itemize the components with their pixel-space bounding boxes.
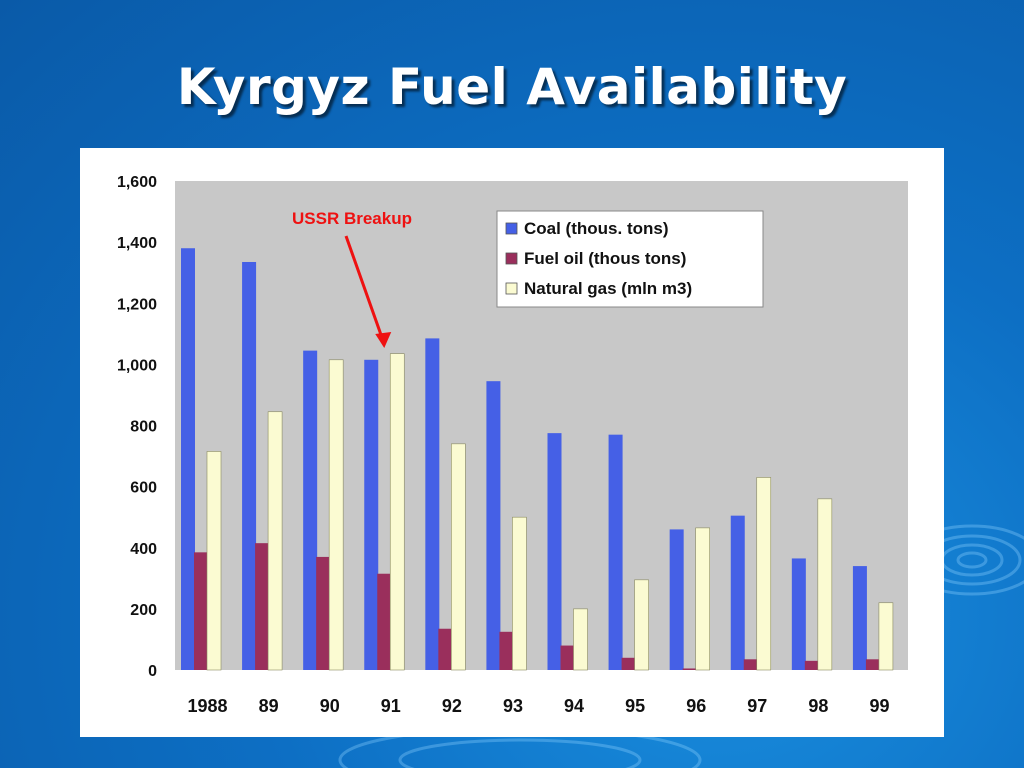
x-category-label: 97 <box>747 696 767 716</box>
bar-coal <box>791 558 806 670</box>
x-category-label: 93 <box>503 696 523 716</box>
legend-entry-label: Coal (thous. tons) <box>524 219 668 238</box>
y-tick-label: 200 <box>130 602 157 619</box>
bar-coal <box>303 350 318 670</box>
y-tick-label: 600 <box>130 480 157 497</box>
bar-coal <box>181 248 195 671</box>
x-category-label: 98 <box>808 696 828 716</box>
bar-coal <box>425 338 440 670</box>
y-tick-label: 400 <box>130 541 157 558</box>
bar-natural-gas <box>328 359 344 671</box>
x-category-label: 92 <box>442 696 462 716</box>
x-category-label: 95 <box>625 696 645 716</box>
bar-fuel-oil <box>804 660 819 670</box>
x-category-label: 89 <box>259 696 279 716</box>
bar-natural-gas <box>267 411 283 671</box>
x-category-label: 99 <box>869 696 889 716</box>
x-category-label: 90 <box>320 696 340 716</box>
bar-fuel-oil <box>865 659 880 670</box>
bar-coal <box>730 515 745 670</box>
bar-natural-gas <box>878 602 894 671</box>
bar-fuel-oil <box>499 631 514 670</box>
bar-natural-gas <box>573 608 588 671</box>
x-category-label: 1988 <box>188 696 228 716</box>
annotation-arrow-line <box>344 235 386 345</box>
bar-coal <box>669 529 684 670</box>
x-category-label: 94 <box>564 696 584 716</box>
bar-fuel-oil <box>621 657 636 670</box>
bar-fuel-oil <box>560 645 575 670</box>
chart-panel: 0 200 400 600 800 1,000 1,200 1,400 1,600 1988 89 9… <box>80 148 944 737</box>
legend-entry-label: Natural gas (mln m3) <box>524 279 692 298</box>
bar-coal <box>547 433 562 670</box>
bar-fuel-oil <box>316 556 331 670</box>
bar-fuel-oil <box>194 552 208 670</box>
bar-natural-gas <box>389 353 405 671</box>
bar-chart: 0 200 400 600 800 1,000 1,200 1,400 1,600 1988 89 9… <box>117 174 908 716</box>
bar-coal <box>242 261 257 670</box>
annotation-arrow-head <box>375 332 392 348</box>
bar-fuel-oil <box>743 659 758 670</box>
bar-fuel-oil <box>682 668 697 670</box>
legend-swatch <box>505 282 518 295</box>
bar-fuel-oil <box>255 543 270 670</box>
slide-title: Kyrgyz Fuel Availability <box>176 58 848 116</box>
bar-coal <box>364 359 379 670</box>
bar-natural-gas <box>512 516 527 671</box>
y-tick-label: 1,600 <box>117 174 157 191</box>
bar-coal <box>486 381 501 670</box>
bar-natural-gas <box>817 498 833 671</box>
y-tick-label: 1,400 <box>117 235 157 252</box>
bar-fuel-oil <box>438 628 453 670</box>
legend-swatch <box>505 252 518 265</box>
bar-coal <box>608 434 623 670</box>
x-category-label: 96 <box>686 696 706 716</box>
y-tick-label: 0 <box>148 663 157 680</box>
bar-natural-gas <box>634 579 649 671</box>
bar-natural-gas <box>695 527 710 671</box>
annotation-label: USSR Breakup <box>292 209 412 228</box>
bar-natural-gas <box>756 477 772 671</box>
bar-natural-gas <box>206 451 222 671</box>
legend-box <box>496 210 764 308</box>
legend-entry-label: Fuel oil (thous tons) <box>524 249 686 268</box>
bar-fuel-oil <box>377 573 392 670</box>
legend-swatch <box>505 222 518 235</box>
y-tick-label: 1,000 <box>117 357 157 374</box>
bar-natural-gas <box>451 443 466 671</box>
y-tick-label: 800 <box>130 419 157 436</box>
bar-coal <box>852 566 867 670</box>
y-tick-label: 1,200 <box>117 296 157 313</box>
x-category-label: 91 <box>381 696 401 716</box>
